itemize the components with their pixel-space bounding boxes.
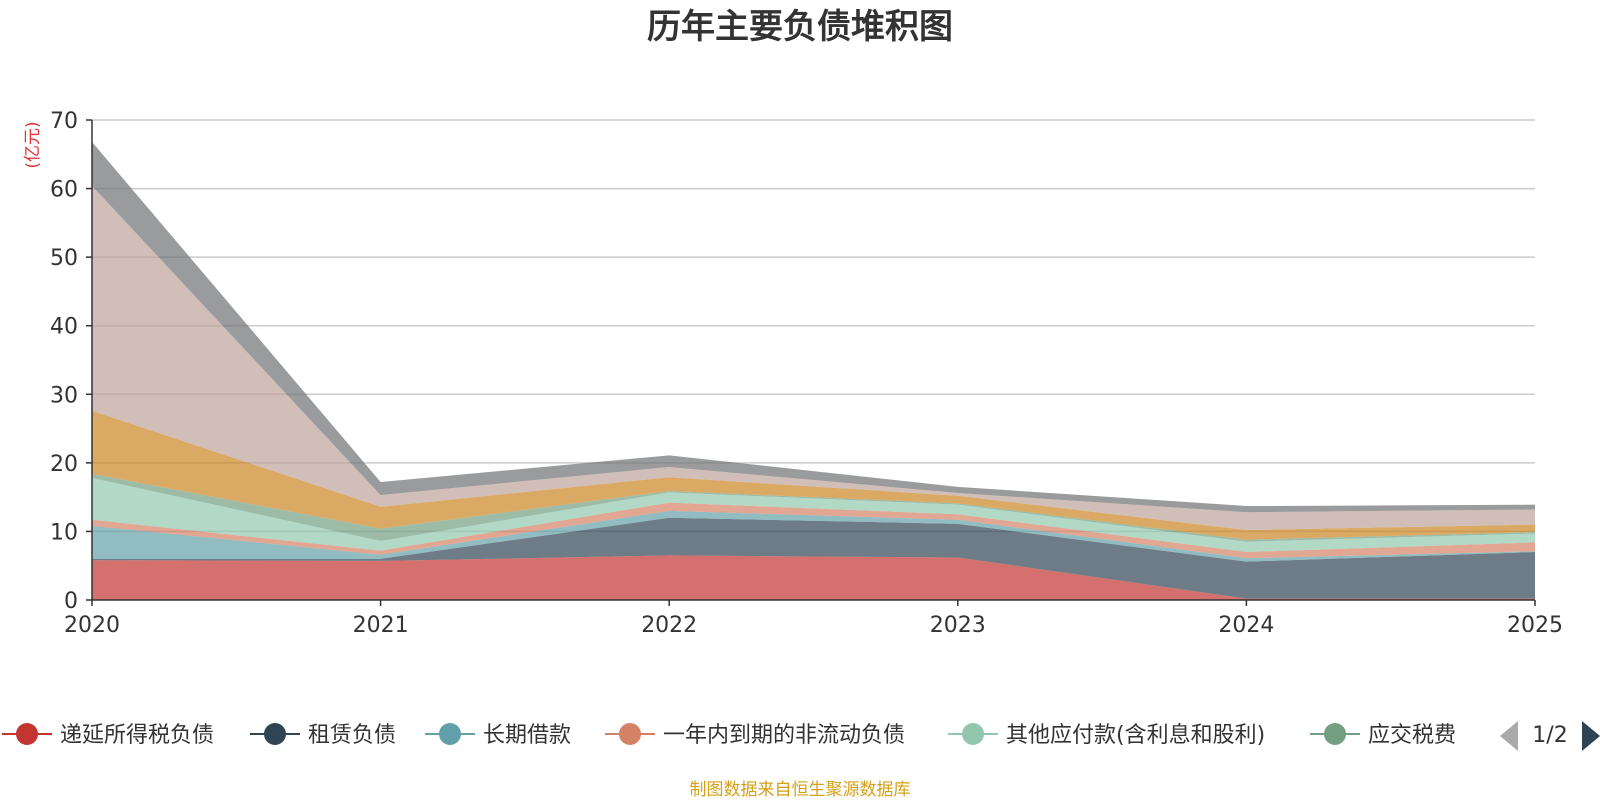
legend-circle-marker [619,723,641,745]
legend-label: 递延所得税负债 [60,723,214,748]
x-tick-label: 2021 [353,613,409,638]
legend-circle-marker [962,723,984,745]
legend-circle-marker [16,723,38,745]
legend-label: 长期借款 [483,723,571,748]
chart-title: 历年主要负债堆积图 [647,7,953,47]
area-series-7[interactable] [92,410,1535,540]
x-tick-label: 2025 [1507,613,1563,638]
y-tick-label: 70 [50,109,78,134]
area-series-2[interactable] [92,517,1535,599]
axes [91,120,1535,601]
legend-item[interactable]: 递延所得税负债 [2,723,214,748]
area-series-6[interactable] [92,473,1535,542]
legend-circle-marker [439,723,461,745]
y-axis-unit: (亿元) [23,121,43,168]
y-tick-label: 60 [50,178,78,203]
legend-item[interactable]: 长期借款 [425,723,571,748]
x-axis-ticks: 2020 2021 2022 2023 2024 2025 [64,600,1563,638]
legend-page-indicator: 1/2 [1532,723,1567,748]
x-tick-label: 2024 [1218,613,1274,638]
legend-label: 一年内到期的非流动负债 [663,723,905,748]
legend-pager: 1/2 [1500,721,1600,751]
y-tick-label: 10 [50,520,78,545]
legend-circle-marker [264,723,286,745]
legend-item[interactable]: 其他应付款(含利息和股利) [948,723,1265,748]
y-tick-label: 20 [50,452,78,477]
area-series-3[interactable] [92,510,1535,562]
y-tick-label: 0 [64,589,78,614]
x-tick-label: 2023 [930,613,986,638]
area-series-4[interactable] [92,502,1535,559]
legend-circle-marker [1324,723,1346,745]
area-series-5[interactable] [92,477,1535,552]
legend-prev-icon[interactable] [1500,721,1518,751]
legend-next-icon[interactable] [1582,721,1600,751]
area-series [92,141,1535,600]
legend-item[interactable]: 租赁负债 [250,723,396,748]
x-tick-label: 2022 [641,613,697,638]
legend-item[interactable]: 一年内到期的非流动负债 [605,723,905,748]
y-axis-ticks: 0 10 20 30 40 50 60 70 [50,109,92,614]
legend-label: 应交税费 [1368,723,1456,748]
y-tick-label: 30 [50,383,78,408]
legend-item[interactable]: 应交税费 [1310,723,1456,748]
y-tick-label: 50 [50,246,78,271]
y-tick-label: 40 [50,315,78,340]
legend: 递延所得税负债 租赁负债 长期借款 一年内到期的非流动负债 其他应付款(含利息和股利) 应… [2,723,1456,748]
legend-label: 其他应付款(含利息和股利) [1006,723,1265,748]
area-series-1[interactable] [92,555,1535,600]
x-tick-label: 2020 [64,613,120,638]
data-source-note: 制图数据来自恒生聚源数据库 [690,780,911,800]
legend-label: 租赁负债 [308,723,396,748]
